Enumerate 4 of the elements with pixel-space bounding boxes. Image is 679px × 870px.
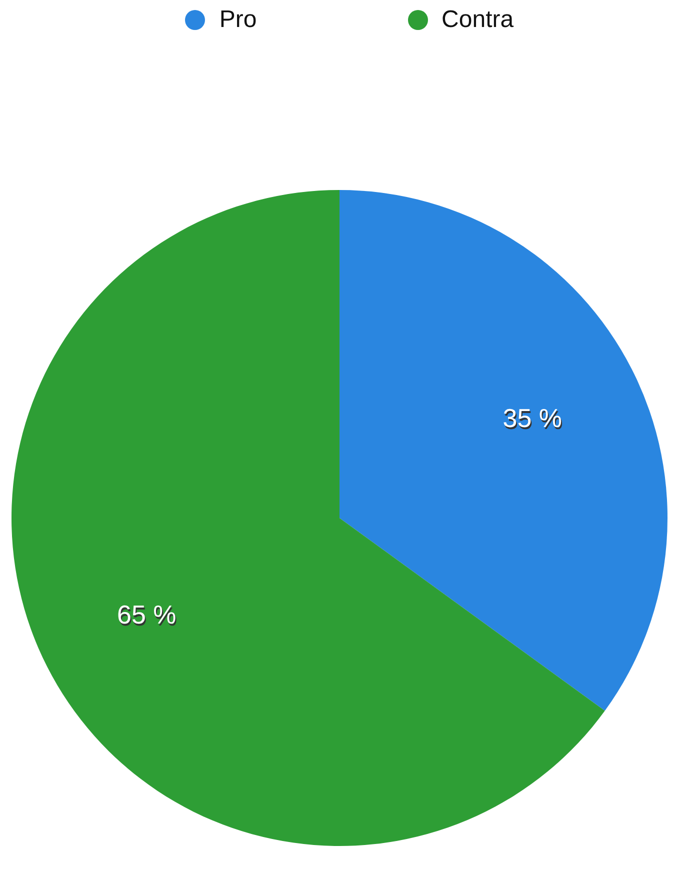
legend-label: Contra [442, 6, 514, 34]
legend-label: Pro [219, 6, 257, 34]
data-label: 35 % [504, 404, 564, 435]
data-label: 65 % [118, 601, 178, 632]
